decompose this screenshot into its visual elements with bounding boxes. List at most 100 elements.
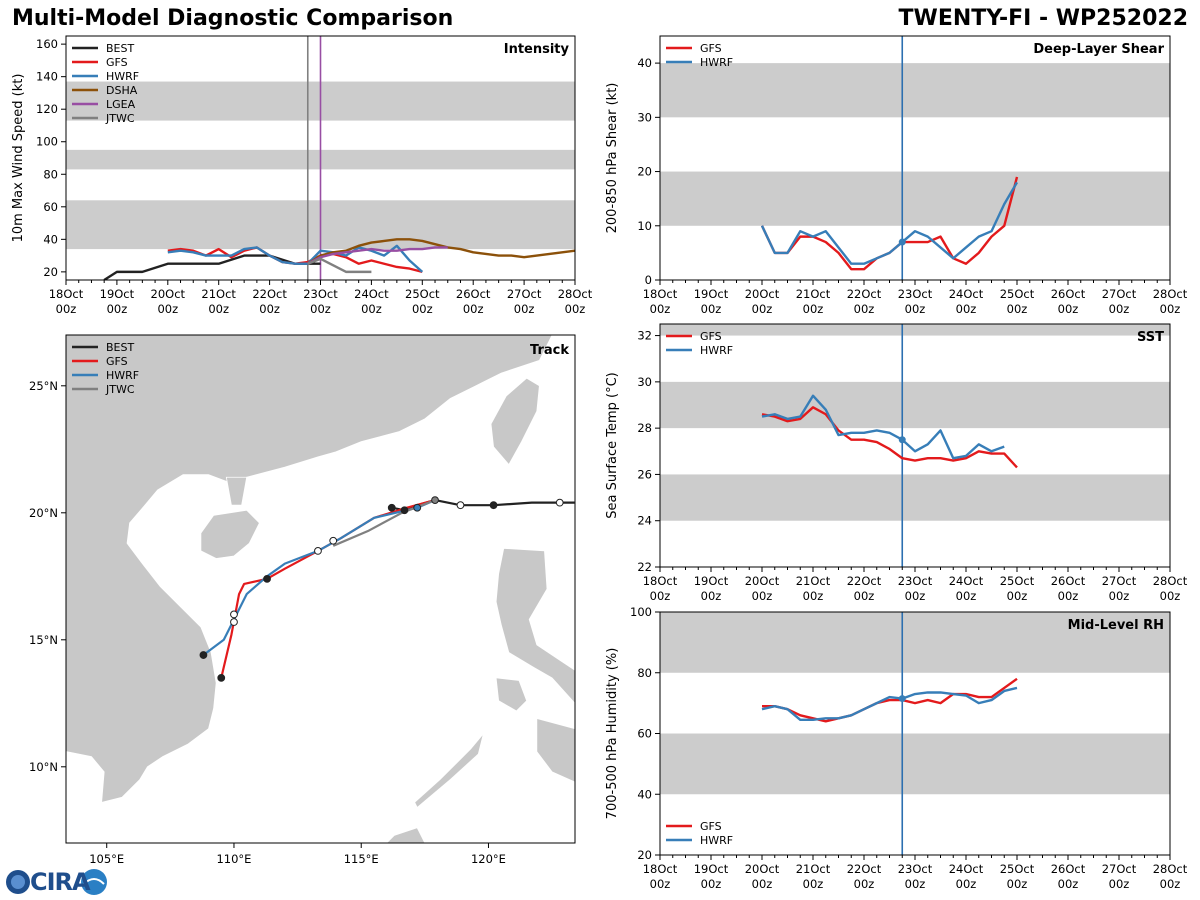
page-title: Multi-Model Diagnostic Comparison bbox=[12, 6, 454, 31]
track-xtick-label: 105°E bbox=[89, 852, 124, 866]
rh-xtick-hour: 00z bbox=[701, 877, 722, 891]
intensity-xtick-hour: 00z bbox=[361, 302, 382, 316]
shear-xtick-label: 28Oct 00z bbox=[1153, 287, 1188, 316]
shear-xtick-hour: 00z bbox=[701, 302, 722, 316]
track-position-marker bbox=[400, 506, 409, 515]
track-ytick-label: 25°N bbox=[29, 379, 58, 393]
rh-line-gfs bbox=[762, 677, 1018, 723]
sst-ytick-label: 32 bbox=[637, 329, 652, 343]
rh-xtick-hour: 00z bbox=[956, 877, 977, 891]
track-position-marker bbox=[387, 503, 396, 512]
sst-xtick-hour: 00z bbox=[854, 589, 875, 603]
sst-xtick-hour: 00z bbox=[701, 589, 722, 603]
shear-ytick-label: 20 bbox=[637, 165, 652, 179]
shear-xtick-hour: 00z bbox=[752, 302, 773, 316]
sst-xtick-label: 24Oct 00z bbox=[949, 574, 984, 603]
track-lines-group bbox=[199, 496, 575, 682]
shear-xtick-date: 18Oct bbox=[643, 287, 678, 301]
intensity-line-dsha bbox=[307, 238, 575, 265]
track-ytick-label: 20°N bbox=[29, 506, 58, 520]
sst-xtick-label: 28Oct 00z bbox=[1153, 574, 1188, 603]
sst-ytick-label: 22 bbox=[637, 560, 652, 574]
intensity-xtick-date: 22Oct bbox=[252, 287, 287, 301]
rh-ytick-label: 40 bbox=[637, 787, 652, 801]
intensity-legend-label-dsha: DSHA bbox=[106, 84, 138, 97]
sst-title: SST bbox=[1137, 330, 1164, 345]
rh-series-group bbox=[761, 677, 1018, 723]
shear-xtick-label: 19Oct 00z bbox=[694, 287, 729, 316]
rh-xtick-label: 24Oct 00z bbox=[949, 862, 984, 891]
shear-ytick-label: 10 bbox=[637, 219, 652, 233]
intensity-legend-label-hwrf: HWRF bbox=[106, 70, 139, 83]
track-position-marker bbox=[489, 501, 498, 510]
taiwan-island bbox=[490, 377, 540, 466]
intensity-legend-label-lgea: LGEA bbox=[106, 98, 136, 111]
intensity-xtick-date: 24Oct bbox=[354, 287, 389, 301]
rh-xtick-date: 24Oct bbox=[949, 862, 984, 876]
intensity-xtick-date: 21Oct bbox=[201, 287, 236, 301]
shear-xtick-label: 23Oct 00z bbox=[898, 287, 933, 316]
sst-xtick-label: 26Oct 00z bbox=[1051, 574, 1086, 603]
sst-xtick-hour: 00z bbox=[803, 589, 824, 603]
sst-xtick-label: 25Oct 00z bbox=[1000, 574, 1035, 603]
shear-xtick-hour: 00z bbox=[1109, 302, 1130, 316]
rh-xtick-hour: 00z bbox=[752, 877, 773, 891]
intensity-xtick-label: 18Oct 00z bbox=[49, 287, 84, 316]
sst-xtick-date: 18Oct bbox=[643, 574, 678, 588]
intensity-legend-label-jtwc: JTWC bbox=[105, 112, 135, 125]
intensity-xtick-hour: 00z bbox=[310, 302, 331, 316]
rh-xtick-label: 19Oct 00z bbox=[694, 862, 729, 891]
sst-xtick-label: 23Oct 00z bbox=[898, 574, 933, 603]
sst-xtick-date: 27Oct bbox=[1102, 574, 1137, 588]
rh-band-1 bbox=[660, 612, 1170, 673]
shear-xtick-label: 21Oct 00z bbox=[796, 287, 831, 316]
intensity-legend-label-gfs: GFS bbox=[106, 56, 128, 69]
sst-band-2 bbox=[660, 324, 1170, 336]
intensity-xtick-label: 28Oct 00z bbox=[558, 287, 593, 316]
sst-xtick-hour: 00z bbox=[752, 589, 773, 603]
intensity-xtick-hour: 00z bbox=[412, 302, 433, 316]
track-position-marker bbox=[230, 610, 238, 619]
intensity-xtick-hour: 00z bbox=[157, 302, 178, 316]
shear-xtick-hour: 00z bbox=[905, 302, 926, 316]
track-position-marker bbox=[456, 501, 465, 510]
rh-title: Mid-Level RH bbox=[1068, 618, 1164, 633]
shear-xtick-hour: 00z bbox=[1058, 302, 1079, 316]
rh-analysis-marker bbox=[898, 695, 906, 703]
track-position-marker bbox=[555, 498, 564, 507]
sst-xtick-date: 20Oct bbox=[745, 574, 780, 588]
logo-text: CIRA bbox=[30, 868, 91, 896]
track-land-group bbox=[66, 335, 575, 843]
rh-line-hwrf bbox=[761, 686, 1018, 722]
intensity-xtick-hour: 00z bbox=[208, 302, 229, 316]
rh-xtick-hour: 00z bbox=[1058, 877, 1079, 891]
rh-xtick-hour: 00z bbox=[854, 877, 875, 891]
shear-xtick-date: 19Oct bbox=[694, 287, 729, 301]
rh-xtick-date: 18Oct bbox=[643, 862, 678, 876]
rh-xtick-hour: 00z bbox=[1109, 877, 1130, 891]
sst-xtick-date: 28Oct bbox=[1153, 574, 1188, 588]
rh-legend-label-hwrf: HWRF bbox=[700, 834, 733, 847]
rh-legend-label-gfs: GFS bbox=[700, 820, 722, 833]
sst-xtick-date: 23Oct bbox=[898, 574, 933, 588]
track-position-marker bbox=[230, 618, 238, 626]
intensity-xtick-hour: 00z bbox=[56, 302, 77, 316]
rh-ytick-label: 80 bbox=[637, 666, 652, 680]
shear-xtick-hour: 00z bbox=[1007, 302, 1028, 316]
shear-xtick-hour: 00z bbox=[1160, 302, 1181, 316]
sst-xtick-date: 21Oct bbox=[796, 574, 831, 588]
shear-legend-label-hwrf: HWRF bbox=[700, 56, 733, 69]
intensity-ylabel: 10m Max Wind Speed (kt) bbox=[11, 74, 26, 243]
sst-line-gfs bbox=[761, 406, 1018, 469]
rh-ylabel: 700-500 hPa Humidity (%) bbox=[605, 648, 620, 820]
intensity-line-hwrf bbox=[167, 244, 424, 273]
rh-xtick-date: 26Oct bbox=[1051, 862, 1086, 876]
shear-xtick-hour: 00z bbox=[650, 302, 671, 316]
intensity-xtick-date: 18Oct bbox=[49, 287, 84, 301]
sst-xtick-hour: 00z bbox=[1007, 589, 1028, 603]
intensity-title: Intensity bbox=[504, 42, 570, 57]
rh-xtick-label: 18Oct 00z bbox=[643, 862, 678, 891]
sst-xtick-hour: 00z bbox=[650, 589, 671, 603]
intensity-xtick-date: 26Oct bbox=[456, 287, 491, 301]
track-xtick-label: 110°E bbox=[216, 852, 251, 866]
